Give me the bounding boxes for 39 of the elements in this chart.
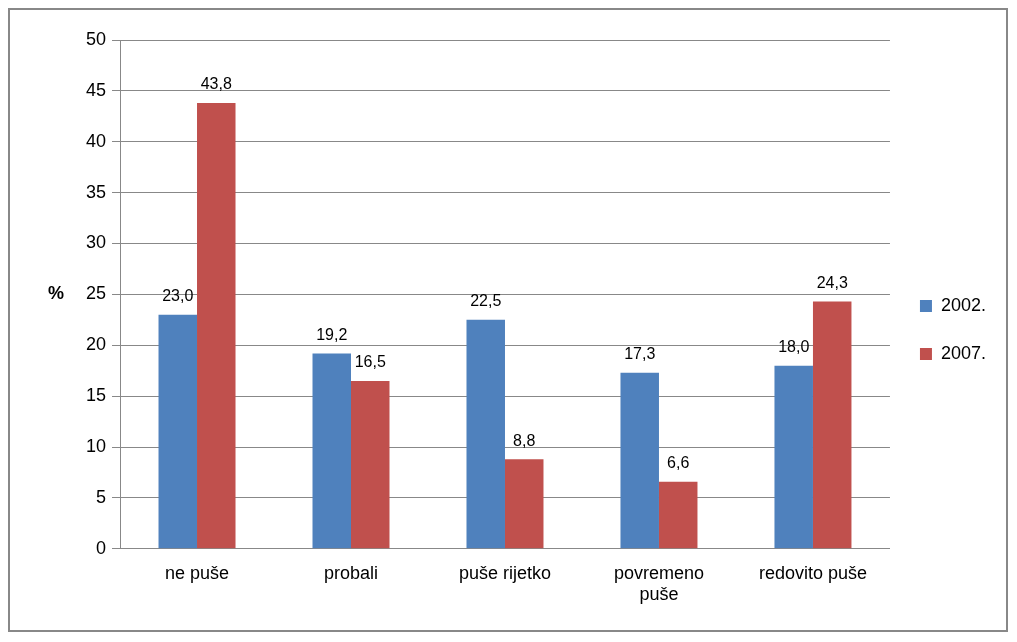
bar: [504, 459, 544, 549]
y-tick-label: 30: [85, 232, 107, 253]
y-axis-title: %: [47, 283, 65, 304]
data-label: 6,6: [667, 454, 690, 472]
data-label: 16,5: [354, 353, 386, 371]
x-tick-label: probali: [323, 562, 379, 583]
bar: [351, 380, 390, 549]
data-label: 18,0: [778, 338, 810, 356]
bar: [812, 301, 852, 549]
x-tick-label: puše rijetko: [458, 562, 552, 583]
bar: [197, 103, 236, 549]
data-label: 22,5: [470, 292, 502, 310]
y-tick-label: 10: [85, 436, 107, 457]
y-tick-label: 40: [85, 130, 107, 151]
y-tick-label: 20: [85, 334, 107, 355]
y-tick-label: 35: [85, 181, 107, 202]
data-label: 17,3: [624, 345, 656, 363]
x-tick-label: povremeno puše: [613, 562, 705, 605]
x-tick-label: redovito puše: [758, 562, 867, 583]
bar: [466, 319, 505, 549]
bar: [158, 314, 198, 549]
y-tick-label: 25: [85, 283, 107, 304]
y-tick-label: 50: [85, 28, 107, 49]
x-tick-label: ne puše: [164, 562, 230, 583]
data-label: 8,8: [513, 431, 536, 449]
y-tick-label: 5: [96, 486, 107, 507]
y-tick-label: 0: [96, 537, 107, 558]
data-label: 24,3: [816, 273, 848, 291]
y-tick-label: 15: [85, 385, 107, 406]
data-label: 43,8: [200, 75, 232, 93]
data-label: 23,0: [162, 287, 194, 305]
bar: [774, 365, 813, 549]
bar: [312, 353, 351, 549]
legend-label: 2007.: [940, 342, 986, 363]
bar: [620, 372, 659, 549]
y-tick-label: 45: [85, 79, 107, 100]
legend-label: 2002.: [940, 294, 986, 315]
bar: [658, 481, 698, 549]
data-label: 19,2: [316, 325, 348, 343]
